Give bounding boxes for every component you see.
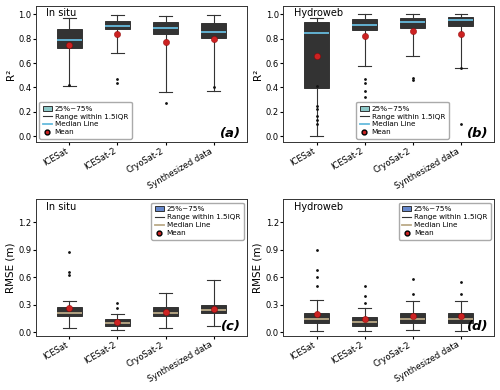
Text: In situ: In situ	[46, 202, 76, 212]
Legend: 25%~75%, Range within 1.5IQR, Median Line, Mean: 25%~75%, Range within 1.5IQR, Median Lin…	[398, 203, 491, 239]
Y-axis label: R²: R²	[6, 68, 16, 80]
PathPatch shape	[448, 313, 473, 323]
PathPatch shape	[304, 313, 329, 323]
Legend: 25%~75%, Range within 1.5IQR, Median Line, Mean: 25%~75%, Range within 1.5IQR, Median Lin…	[152, 203, 244, 239]
PathPatch shape	[201, 23, 226, 38]
PathPatch shape	[153, 22, 178, 34]
PathPatch shape	[57, 29, 82, 48]
Y-axis label: R²: R²	[253, 68, 263, 80]
PathPatch shape	[448, 17, 473, 26]
PathPatch shape	[400, 313, 425, 323]
PathPatch shape	[352, 317, 377, 326]
Text: (c): (c)	[221, 320, 241, 333]
Y-axis label: RMSE (m): RMSE (m)	[6, 243, 16, 293]
Text: (b): (b)	[466, 127, 488, 140]
PathPatch shape	[57, 307, 82, 316]
Text: (d): (d)	[466, 320, 488, 333]
PathPatch shape	[400, 18, 425, 28]
Text: Hydroweb: Hydroweb	[294, 8, 343, 18]
PathPatch shape	[105, 319, 130, 326]
PathPatch shape	[153, 307, 178, 316]
Legend: 25%~75%, Range within 1.5IQR, Median Line, Mean: 25%~75%, Range within 1.5IQR, Median Lin…	[356, 102, 448, 139]
PathPatch shape	[352, 19, 377, 30]
Text: Hydroweb: Hydroweb	[294, 202, 343, 212]
Text: In situ: In situ	[46, 8, 76, 18]
PathPatch shape	[304, 22, 329, 88]
PathPatch shape	[201, 305, 226, 313]
Text: (a): (a)	[220, 127, 241, 140]
PathPatch shape	[105, 21, 130, 29]
Y-axis label: RMSE (m): RMSE (m)	[253, 243, 263, 293]
Legend: 25%~75%, Range within 1.5IQR, Median Line, Mean: 25%~75%, Range within 1.5IQR, Median Lin…	[40, 102, 132, 139]
